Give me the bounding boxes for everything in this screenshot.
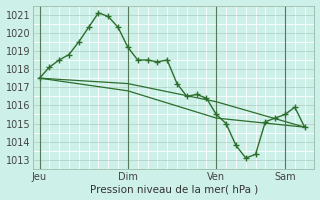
X-axis label: Pression niveau de la mer( hPa ): Pression niveau de la mer( hPa ) xyxy=(90,184,258,194)
